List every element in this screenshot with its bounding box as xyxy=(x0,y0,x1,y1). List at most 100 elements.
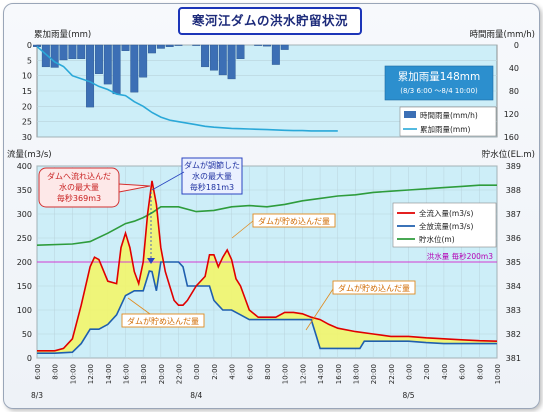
x-tick-label: 22:00 xyxy=(388,364,396,384)
x-tick-label: 16:00 xyxy=(335,364,343,384)
rain-right-tick-label: 80 xyxy=(509,87,519,96)
hourly-rain-bar xyxy=(227,44,236,80)
flow-left-tick-label: 350 xyxy=(17,186,32,195)
legend-swatch-hourly-rain xyxy=(404,111,416,118)
x-tick-label: 18:00 xyxy=(352,364,360,384)
flow-left-tick-label: 250 xyxy=(17,234,32,243)
hourly-rain-bar xyxy=(192,44,201,46)
flow-left-tick-label: 150 xyxy=(17,282,32,291)
hourly-rain-bar xyxy=(263,44,271,47)
rain-left-tick-label: 15 xyxy=(22,87,32,96)
rain-left-tick-label: 5 xyxy=(27,56,32,65)
x-tick-label: 12:00 xyxy=(87,364,95,384)
hourly-rain-bar xyxy=(174,44,183,46)
page-title: 寒河江ダムの洪水貯留状況 xyxy=(178,7,362,35)
x-tick-label: 10:00 xyxy=(282,364,290,384)
max-outflow-callout-pointer xyxy=(151,171,185,191)
max-outflow-callout-line: 毎秒181m3 xyxy=(190,182,234,192)
legend-label-cumulative-rain: 累加雨量(mm) xyxy=(420,124,471,134)
stored-volume-callout-label: ダムが貯め込んだ量 xyxy=(258,216,330,226)
flood-threshold-label: 洪水量 毎秒200m3 xyxy=(427,251,494,261)
rain-left-axis-label: 累加雨量(mm) xyxy=(34,29,91,40)
flow-right-tick-label: 382 xyxy=(506,330,521,339)
legend-label-level: 貯水位(m) xyxy=(419,234,455,244)
rain-left-tick-label: 10 xyxy=(22,72,32,81)
max-inflow-callout-pointer xyxy=(118,183,151,193)
stored-volume-callout xyxy=(332,280,416,295)
x-tick-label: 16:00 xyxy=(122,364,130,384)
rain-total-box xyxy=(384,65,494,101)
hourly-rain-bar xyxy=(130,44,139,93)
hourly-rain-bar xyxy=(209,44,218,71)
rain-total-period: (8/3 6:00 ～8/4 10:00) xyxy=(400,87,478,95)
x-tick-label: 0:00 xyxy=(406,364,414,380)
flow-left-tick-label: 400 xyxy=(17,162,32,171)
hourly-rain-bar xyxy=(77,44,86,60)
flow-left-tick-label: 0 xyxy=(27,354,32,363)
flow-right-tick-label: 387 xyxy=(506,210,521,219)
x-tick-label: 8:00 xyxy=(476,364,484,380)
x-tick-label: 8:00 xyxy=(52,364,60,380)
x-tick-label: 20:00 xyxy=(158,364,166,384)
x-tick-label: 4:00 xyxy=(229,364,237,380)
legend-label-outflow: 全放流量(m3/s) xyxy=(419,221,473,231)
hourly-rain-bar xyxy=(103,44,112,85)
max-inflow-callout-line: ダムへ流れ込んだ xyxy=(47,171,111,181)
rain-left-tick-label: 30 xyxy=(22,133,32,142)
hourly-rain-bar xyxy=(236,44,245,60)
rain-left-tick-label: 20 xyxy=(22,102,32,111)
flow-left-tick-label: 100 xyxy=(17,306,32,315)
stored-volume-callout-pointer xyxy=(127,297,151,315)
x-tick-label: 14:00 xyxy=(105,364,113,384)
hourly-rain-bar xyxy=(33,44,41,47)
hourly-rain-bar xyxy=(139,44,148,78)
hourly-rain-bar xyxy=(165,44,174,47)
rain-left-tick-label: 25 xyxy=(22,118,32,127)
x-tick-label: 22:00 xyxy=(176,364,184,384)
hourly-rain-bar xyxy=(112,44,121,95)
hourly-rain-bar xyxy=(68,44,77,60)
flow-left-tick-label: 200 xyxy=(17,258,32,267)
stored-volume-callout-label: ダムが貯め込んだ量 xyxy=(338,283,410,293)
rain-total-title: 累加雨量148mm xyxy=(398,71,481,83)
rain-right-tick-label: 160 xyxy=(504,133,519,142)
x-tick-label: 6:00 xyxy=(459,364,467,380)
x-tick-label: 18:00 xyxy=(140,364,148,384)
rain-right-tick-label: 40 xyxy=(509,64,519,73)
inflow-line xyxy=(37,180,498,352)
x-tick-label: 0:00 xyxy=(193,364,201,380)
hourly-rain-bar xyxy=(59,44,68,61)
flow-right-tick-label: 385 xyxy=(506,258,521,267)
hourly-rain-bar xyxy=(218,44,227,76)
hourly-rain-bar xyxy=(271,44,280,65)
x-tick-label: 10:00 xyxy=(494,364,502,384)
x-tick-label: 6:00 xyxy=(246,364,254,380)
x-tick-label: 2:00 xyxy=(423,364,431,380)
hourly-rain-bar xyxy=(94,44,103,74)
flow-right-tick-label: 381 xyxy=(506,354,521,363)
stored-volume-callout-pointer xyxy=(231,220,254,239)
flow-right-axis-label: 貯水位(EL.m) xyxy=(482,149,535,160)
cumulative-rain-line xyxy=(36,45,338,132)
rain-right-tick-label: 0 xyxy=(514,41,519,50)
stored-volume-area xyxy=(37,180,497,354)
rain-right-tick-label: 120 xyxy=(504,110,519,119)
flow-left-axis-label: 流量(m3/s) xyxy=(7,149,52,160)
x-tick-label: 20:00 xyxy=(370,364,378,384)
date-label: 8/5 xyxy=(402,391,414,400)
x-tick-label: 8:00 xyxy=(264,364,272,380)
rain-right-axis-label: 時間雨量(mm/h) xyxy=(470,30,535,40)
x-tick-label: 6:00 xyxy=(34,364,42,380)
hourly-rain-bar xyxy=(41,44,50,68)
stored-volume-callout xyxy=(252,213,336,228)
hourly-rain-bar xyxy=(254,44,263,46)
max-outflow-callout-line: ダムが調節した xyxy=(184,160,240,170)
flow-left-tick-label: 50 xyxy=(22,330,32,339)
x-tick-label: 14:00 xyxy=(317,364,325,384)
hourly-rain-bar xyxy=(201,44,210,68)
max-inflow-callout-line: 水の最大量 xyxy=(59,182,99,192)
max-outflow-arrowhead xyxy=(147,258,155,264)
max-inflow-callout-line: 毎秒369m3 xyxy=(57,193,101,203)
hourly-rain-bar xyxy=(156,44,165,49)
